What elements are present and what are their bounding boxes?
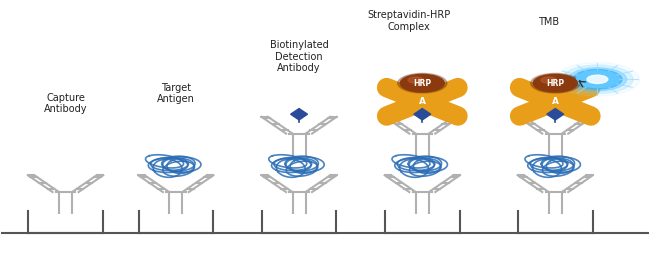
Circle shape: [408, 77, 424, 83]
Polygon shape: [414, 108, 431, 120]
Circle shape: [562, 65, 633, 94]
Text: A: A: [552, 97, 559, 106]
Circle shape: [398, 73, 447, 93]
Polygon shape: [547, 108, 564, 120]
Circle shape: [530, 73, 580, 93]
Circle shape: [568, 68, 627, 91]
Circle shape: [411, 97, 434, 106]
Text: Capture
Antibody: Capture Antibody: [44, 93, 87, 114]
Circle shape: [400, 74, 445, 92]
Polygon shape: [291, 108, 307, 120]
Text: Streptavidin-HRP
Complex: Streptavidin-HRP Complex: [368, 10, 451, 32]
Text: TMB: TMB: [538, 17, 560, 27]
Circle shape: [543, 97, 567, 106]
Text: HRP: HRP: [413, 79, 432, 88]
Circle shape: [541, 77, 556, 83]
Circle shape: [573, 69, 622, 89]
Circle shape: [533, 74, 577, 92]
Text: HRP: HRP: [546, 79, 564, 88]
Text: Biotinylated
Detection
Antibody: Biotinylated Detection Antibody: [270, 40, 328, 73]
Text: A: A: [419, 97, 426, 106]
Circle shape: [587, 75, 608, 83]
Circle shape: [577, 71, 618, 88]
Circle shape: [555, 62, 640, 96]
Text: Target
Antigen: Target Antigen: [157, 82, 195, 104]
